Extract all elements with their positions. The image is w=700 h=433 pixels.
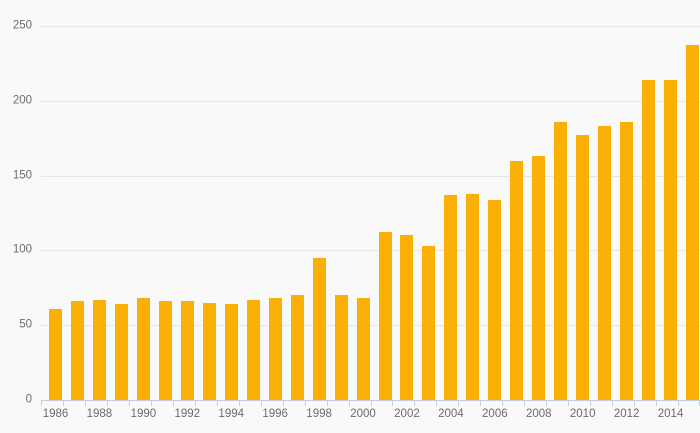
bar-2015[interactable] — [686, 45, 700, 400]
bar-2007[interactable] — [510, 160, 524, 400]
x-tick-label-1994: 1994 — [218, 408, 245, 420]
y-tick-label-200: 200 — [12, 94, 32, 107]
x-tick-label-1990: 1990 — [130, 408, 157, 420]
x-tick-mark — [84, 400, 86, 406]
x-tick-mark — [678, 400, 680, 406]
plot-area: 0 50 100 150 200 250 — [13, 20, 700, 405]
x-tick-mark — [414, 400, 416, 406]
x-tick-mark — [304, 400, 306, 406]
x-tick-label-2004: 2004 — [438, 408, 464, 420]
x-tick-label-2008: 2008 — [525, 408, 552, 420]
x-tick-mark — [502, 400, 504, 406]
y-tick-label-250: 250 — [12, 19, 32, 32]
x-tick-mark — [634, 400, 636, 406]
bar-2004[interactable] — [444, 195, 458, 400]
bar-1995[interactable] — [246, 299, 260, 400]
bar-1996[interactable] — [268, 298, 282, 400]
x-tick-label-2014: 2014 — [657, 408, 684, 420]
bar-2005[interactable] — [466, 193, 480, 400]
bar-1997[interactable] — [290, 295, 304, 400]
bar-1986[interactable] — [49, 308, 62, 400]
x-tick-mark — [568, 400, 570, 406]
bar-2002[interactable] — [400, 235, 414, 400]
x-tick-mark — [370, 400, 372, 406]
x-tick-mark — [656, 400, 658, 406]
bar-1999[interactable] — [334, 295, 348, 400]
x-tick-label-2012: 2012 — [613, 408, 640, 420]
x-tick-label-2002: 2002 — [394, 408, 420, 420]
bar-2001[interactable] — [378, 232, 392, 400]
x-tick-mark — [62, 400, 64, 406]
x-tick-mark — [260, 400, 262, 406]
x-tick-mark — [348, 400, 350, 406]
bar-1989[interactable] — [114, 304, 128, 400]
x-tick-label-2006: 2006 — [482, 408, 508, 420]
bar-2014[interactable] — [664, 79, 678, 400]
bar-2012[interactable] — [620, 121, 634, 400]
y-tick-label-100: 100 — [12, 243, 32, 256]
x-tick-mark — [194, 400, 196, 406]
x-tick-mark — [238, 400, 240, 406]
bars-group — [41, 26, 700, 400]
x-tick-mark — [458, 400, 460, 406]
gridline-250 — [41, 26, 700, 27]
x-tick-label-2010: 2010 — [569, 408, 596, 420]
bar-2010[interactable] — [576, 135, 590, 400]
y-tick-label-50: 50 — [19, 318, 32, 331]
x-tick-mark — [216, 400, 218, 406]
x-tick-mark — [106, 400, 108, 406]
x-tick-label-1992: 1992 — [174, 408, 201, 420]
bar-2006[interactable] — [488, 199, 502, 400]
x-axis: 1986 1988 1990 1992 1994 1996 1998 2000 2002 2004… — [41, 400, 700, 433]
gridline-200 — [41, 100, 700, 102]
x-tick-label-1998: 1998 — [306, 408, 332, 420]
gridline-50 — [41, 325, 700, 327]
x-tick-mark — [392, 400, 394, 406]
gridline-100 — [41, 250, 700, 252]
bar-1998[interactable] — [312, 257, 326, 400]
x-tick-mark — [546, 400, 548, 406]
x-tick-mark — [128, 400, 130, 406]
bar-1994[interactable] — [224, 304, 238, 400]
bar-1990[interactable] — [136, 298, 150, 400]
bar-1993[interactable] — [202, 302, 216, 400]
y-tick-label-0: 0 — [25, 393, 32, 406]
x-tick-mark — [480, 400, 482, 406]
x-tick-mark — [282, 400, 284, 406]
bar-2008[interactable] — [532, 156, 546, 400]
x-tick-label-2000: 2000 — [350, 408, 376, 420]
x-tick-mark — [612, 400, 614, 406]
x-tick-mark — [41, 400, 42, 406]
x-tick-mark — [172, 400, 174, 406]
bar-2013[interactable] — [642, 79, 656, 400]
x-tick-mark — [524, 400, 526, 406]
x-tick-label-1996: 1996 — [262, 408, 288, 420]
bar-1988[interactable] — [92, 299, 106, 400]
bar-2003[interactable] — [422, 245, 436, 400]
x-tick-mark — [326, 400, 328, 406]
bar-1991[interactable] — [158, 301, 172, 400]
x-tick-label-1988: 1988 — [86, 408, 113, 420]
bar-2011[interactable] — [598, 126, 612, 400]
gridline-150 — [41, 175, 700, 177]
x-tick-label-1986: 1986 — [42, 408, 69, 420]
bar-1992[interactable] — [180, 301, 194, 400]
bar-1987[interactable] — [70, 301, 84, 400]
x-tick-mark — [590, 400, 592, 406]
x-tick-mark — [150, 400, 152, 406]
bar-2009[interactable] — [554, 121, 568, 400]
x-tick-mark — [436, 400, 438, 406]
bar-2000[interactable] — [356, 298, 370, 400]
y-tick-label-150: 150 — [12, 168, 32, 181]
